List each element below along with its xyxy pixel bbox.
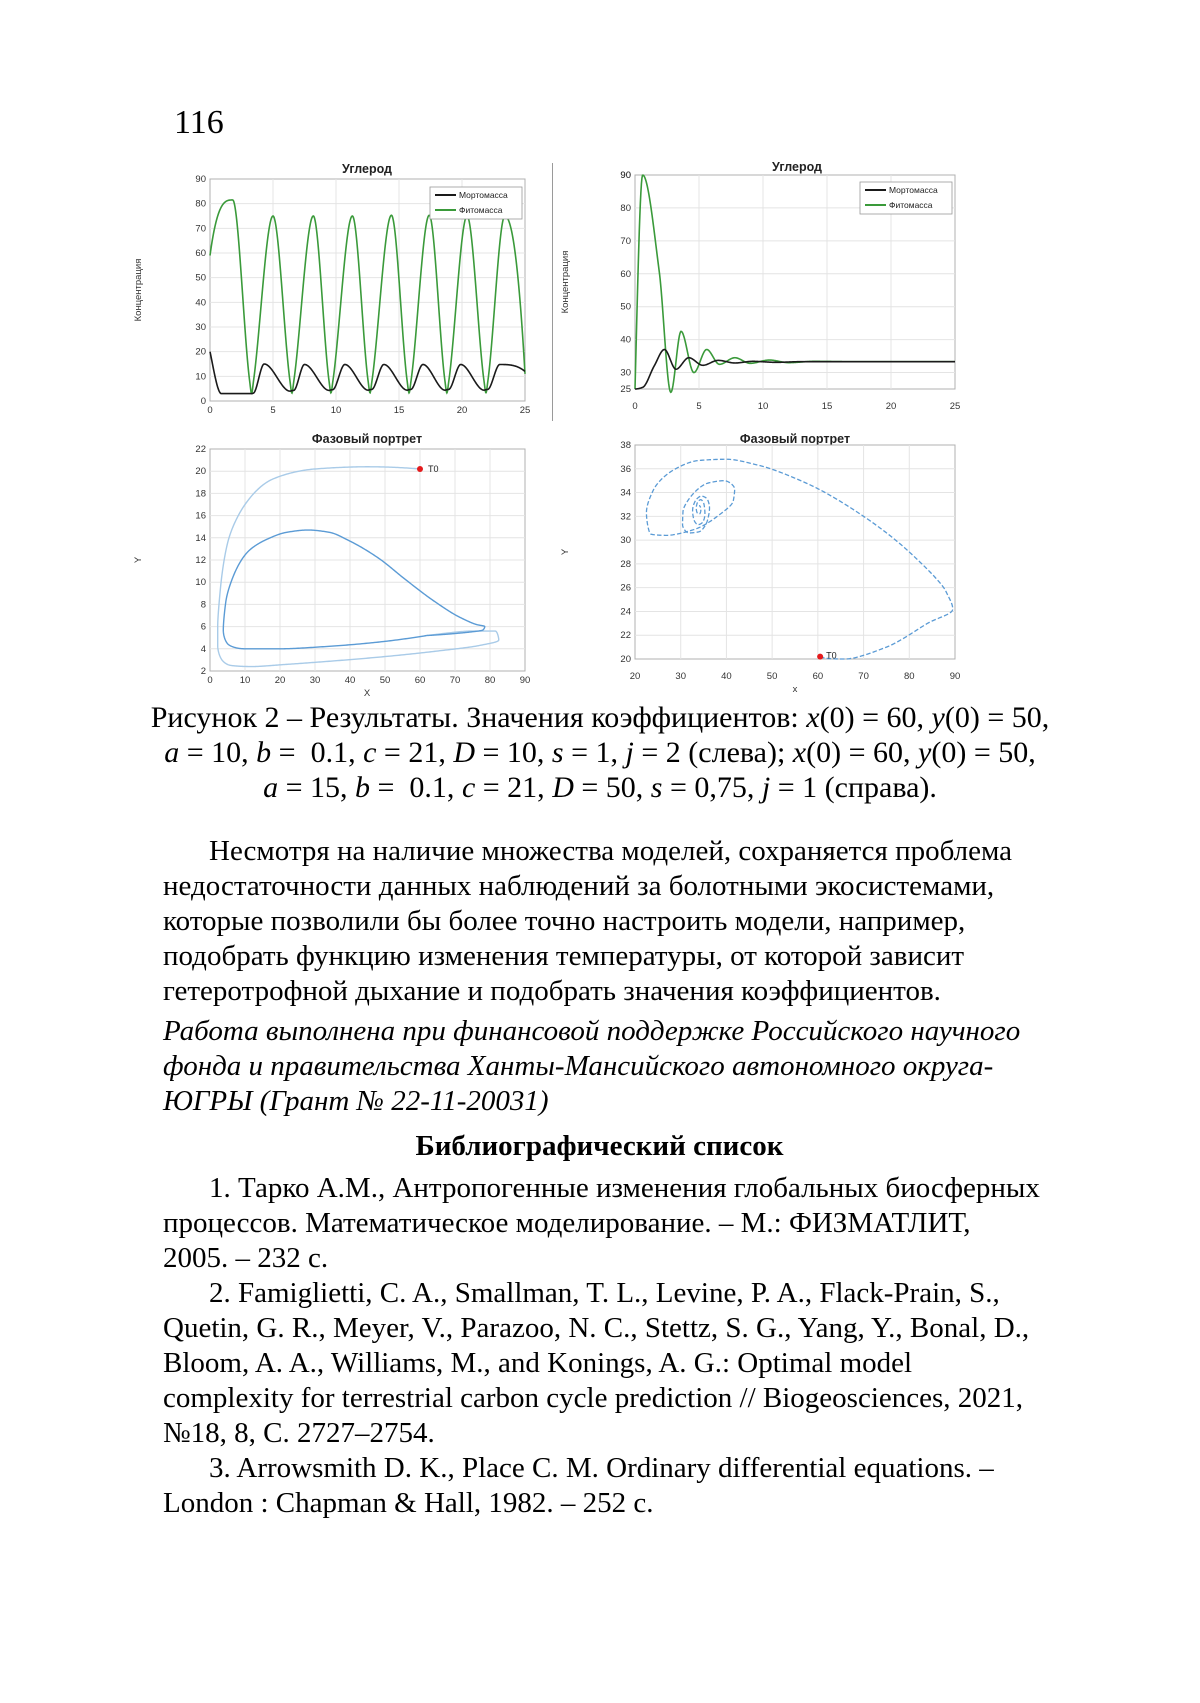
svg-text:40: 40 <box>721 671 732 682</box>
svg-text:20: 20 <box>886 401 897 412</box>
svg-text:Концентрация: Концентрация <box>560 251 571 314</box>
svg-text:Фазовый портрет: Фазовый портрет <box>740 432 850 446</box>
svg-text:0: 0 <box>632 401 637 412</box>
svg-text:22: 22 <box>195 444 206 455</box>
svg-text:Углерод: Углерод <box>342 162 392 176</box>
svg-text:2: 2 <box>201 666 206 677</box>
svg-text:90: 90 <box>620 170 631 181</box>
svg-text:25: 25 <box>520 405 531 416</box>
svg-text:10: 10 <box>240 675 251 686</box>
svg-text:0: 0 <box>201 396 206 407</box>
svg-text:30: 30 <box>620 368 631 379</box>
svg-text:14: 14 <box>195 533 206 544</box>
svg-text:5: 5 <box>270 405 275 416</box>
svg-text:38: 38 <box>620 440 631 451</box>
svg-text:70: 70 <box>620 236 631 247</box>
svg-text:60: 60 <box>415 675 426 686</box>
svg-text:20: 20 <box>275 675 286 686</box>
svg-text:16: 16 <box>195 511 206 522</box>
svg-text:20: 20 <box>630 671 641 682</box>
svg-text:34: 34 <box>620 488 631 499</box>
svg-text:10: 10 <box>195 371 206 382</box>
svg-text:30: 30 <box>675 671 686 682</box>
svg-text:40: 40 <box>195 297 206 308</box>
svg-text:Углерод: Углерод <box>772 160 822 174</box>
svg-text:50: 50 <box>620 302 631 313</box>
svg-text:T0: T0 <box>428 464 439 474</box>
svg-text:90: 90 <box>520 675 531 686</box>
svg-text:60: 60 <box>620 269 631 280</box>
svg-text:0: 0 <box>207 675 212 686</box>
svg-text:Фитомасса: Фитомасса <box>889 200 933 210</box>
svg-text:5: 5 <box>696 401 701 412</box>
svg-text:15: 15 <box>822 401 833 412</box>
svg-text:Y: Y <box>133 556 144 563</box>
svg-text:6: 6 <box>201 622 206 633</box>
svg-text:10: 10 <box>195 577 206 588</box>
svg-text:Мортомасса: Мортомасса <box>459 190 508 200</box>
svg-text:90: 90 <box>950 671 961 682</box>
svg-text:Концентрация: Концентрация <box>133 259 144 322</box>
svg-text:60: 60 <box>813 671 824 682</box>
svg-text:40: 40 <box>345 675 356 686</box>
svg-text:30: 30 <box>620 535 631 546</box>
svg-text:20: 20 <box>195 347 206 358</box>
svg-text:4: 4 <box>201 644 206 655</box>
svg-text:12: 12 <box>195 555 206 566</box>
svg-text:30: 30 <box>195 322 206 333</box>
svg-text:50: 50 <box>195 273 206 284</box>
svg-text:Фитомасса: Фитомасса <box>459 205 503 215</box>
svg-text:50: 50 <box>380 675 391 686</box>
svg-text:28: 28 <box>620 559 631 570</box>
svg-text:20: 20 <box>620 654 631 665</box>
svg-text:80: 80 <box>485 675 496 686</box>
svg-text:50: 50 <box>767 671 778 682</box>
svg-text:Y: Y <box>560 548 571 555</box>
svg-text:15: 15 <box>394 405 405 416</box>
svg-text:8: 8 <box>201 599 206 610</box>
svg-text:26: 26 <box>620 583 631 594</box>
svg-text:90: 90 <box>195 174 206 185</box>
svg-text:25: 25 <box>950 401 961 412</box>
svg-text:80: 80 <box>620 203 631 214</box>
svg-text:40: 40 <box>620 335 631 346</box>
svg-text:80: 80 <box>195 199 206 210</box>
svg-text:x: x <box>793 684 798 695</box>
svg-text:20: 20 <box>195 466 206 477</box>
svg-text:0: 0 <box>207 405 212 416</box>
svg-text:70: 70 <box>450 675 461 686</box>
svg-text:32: 32 <box>620 511 631 522</box>
svg-text:10: 10 <box>331 405 342 416</box>
svg-text:70: 70 <box>195 223 206 234</box>
svg-text:30: 30 <box>310 675 321 686</box>
svg-text:36: 36 <box>620 464 631 475</box>
svg-text:T0: T0 <box>826 651 837 661</box>
svg-text:20: 20 <box>457 405 468 416</box>
svg-text:70: 70 <box>858 671 869 682</box>
svg-text:25: 25 <box>620 384 631 395</box>
svg-text:60: 60 <box>195 248 206 259</box>
svg-text:X: X <box>364 688 371 699</box>
svg-text:18: 18 <box>195 488 206 499</box>
svg-text:80: 80 <box>904 671 915 682</box>
svg-text:24: 24 <box>620 606 631 617</box>
svg-text:Фазовый портрет: Фазовый портрет <box>312 432 422 446</box>
svg-text:22: 22 <box>620 630 631 641</box>
svg-text:Мортомасса: Мортомасса <box>889 185 938 195</box>
svg-text:10: 10 <box>758 401 769 412</box>
